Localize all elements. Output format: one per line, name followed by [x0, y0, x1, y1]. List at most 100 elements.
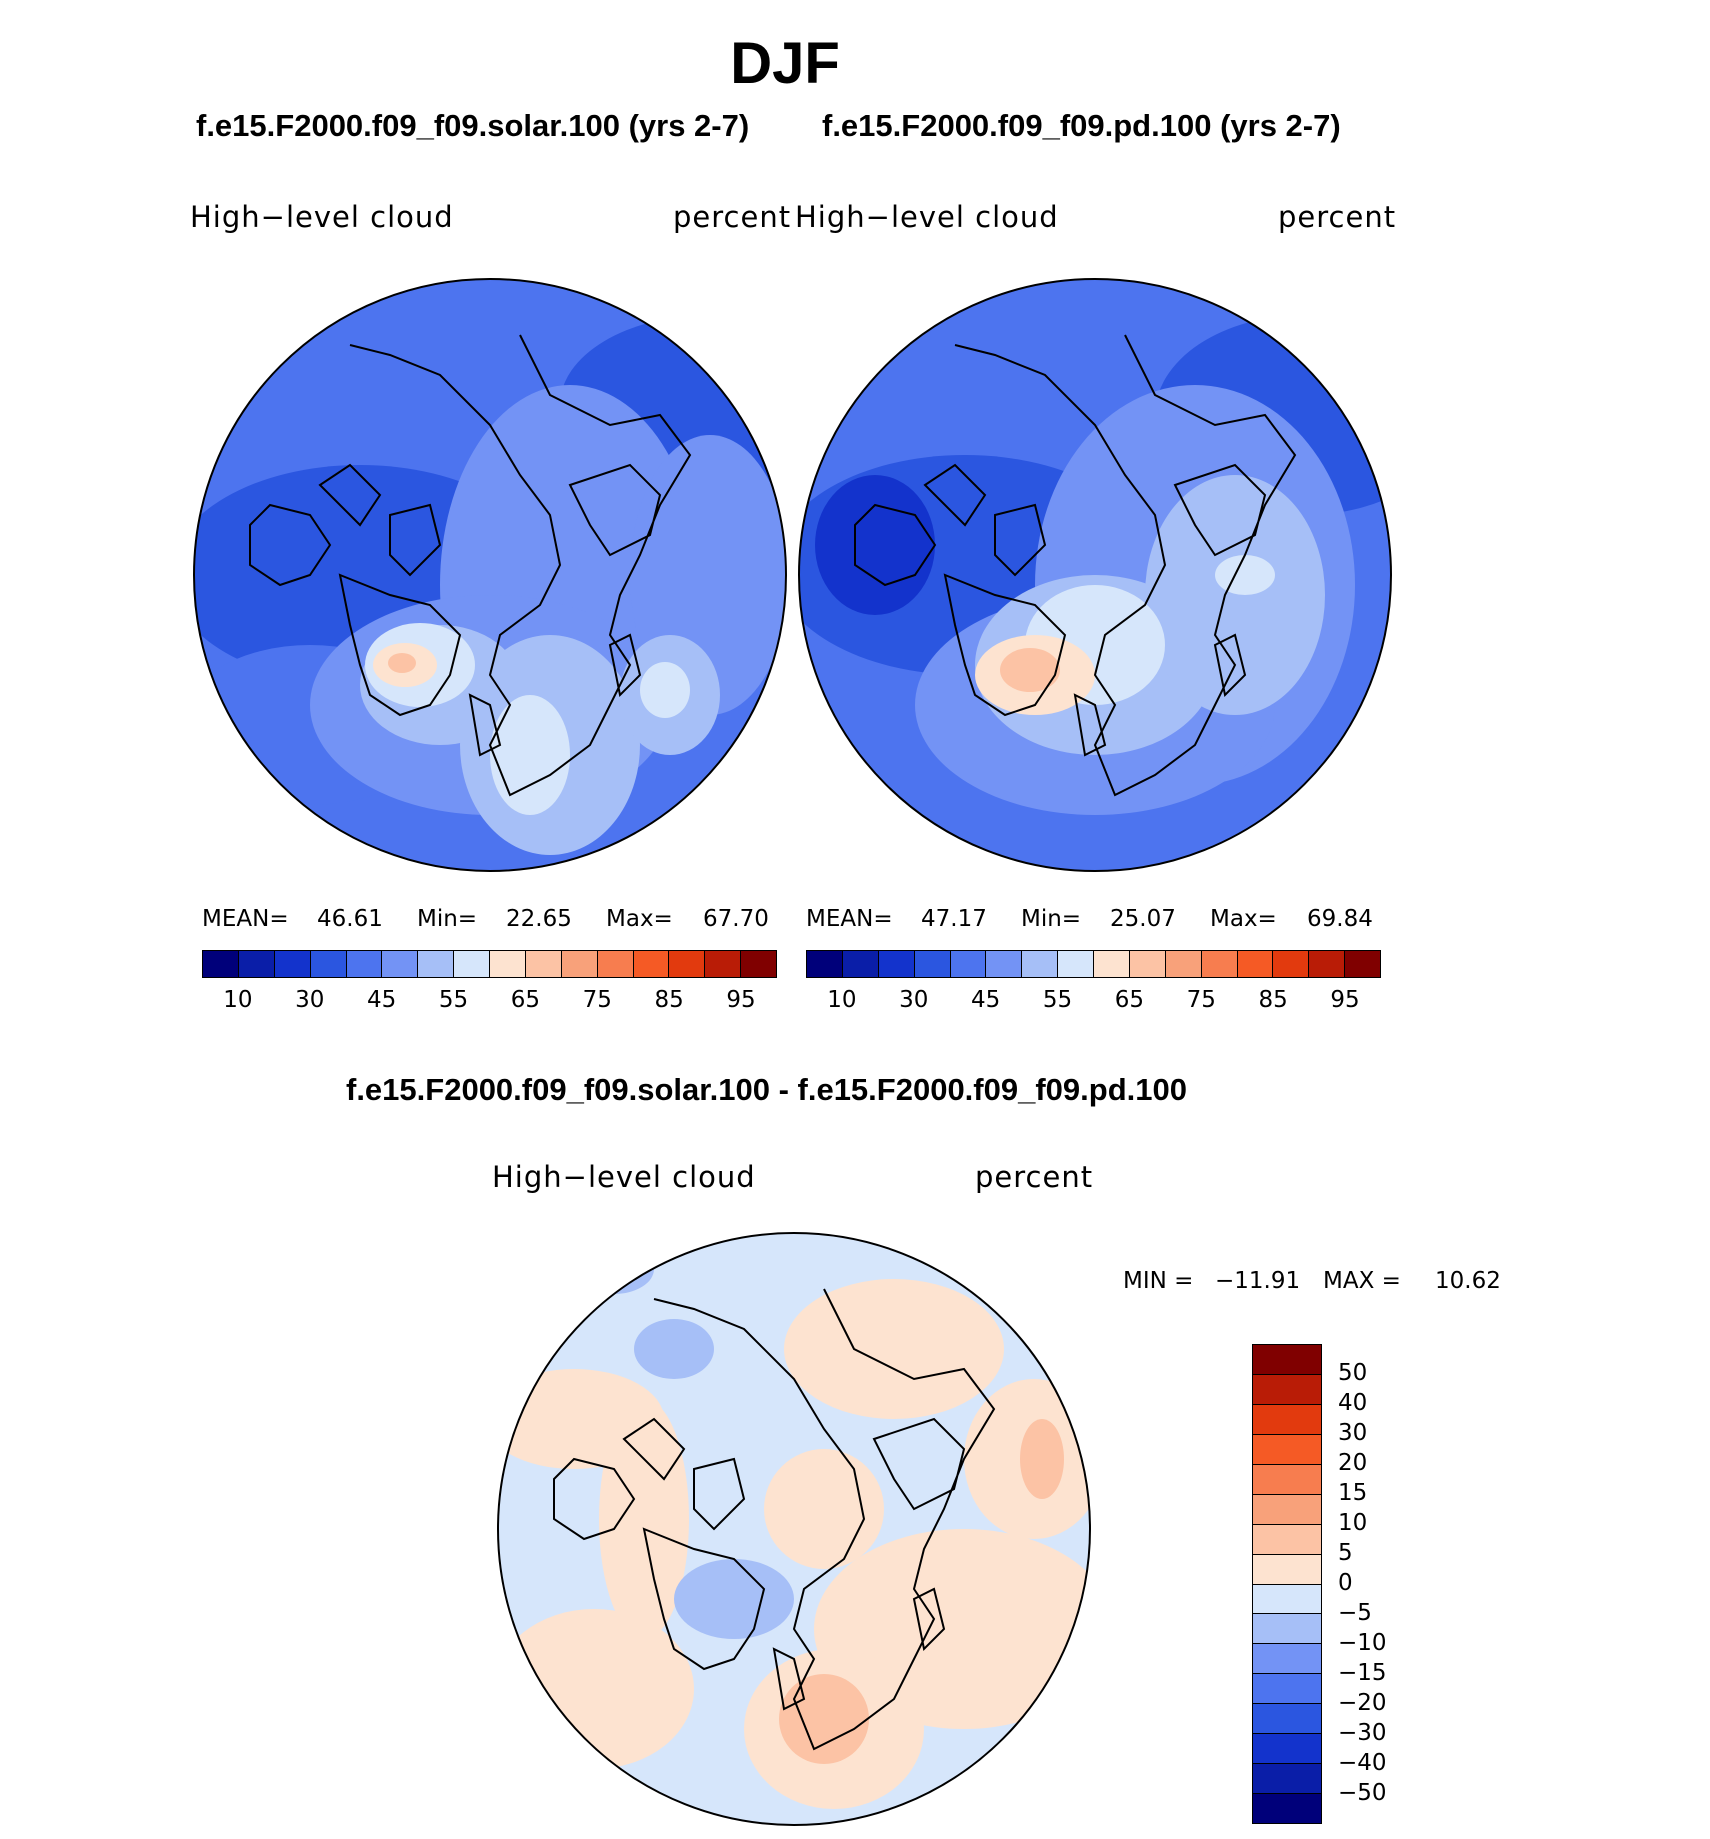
colorbar-tick-label: 75	[1186, 987, 1216, 1013]
colorbar-swatch	[418, 951, 455, 977]
diff-min-value: −11.91	[1215, 1268, 1301, 1294]
colorbar-tick-label: 85	[1258, 987, 1288, 1013]
panel-2-max-label: Max=	[1210, 906, 1277, 932]
colorbar-swatch	[1253, 1404, 1321, 1435]
colorbar-swatch	[1273, 951, 1310, 977]
colorbar-tick-label: 45	[971, 987, 1001, 1013]
colorbar-swatch	[1201, 951, 1238, 977]
colorbar-tick-label: 55	[1042, 987, 1073, 1013]
diff-min-label: MIN =	[1123, 1268, 1194, 1294]
colorbar-swatch	[346, 951, 383, 977]
colorbar-swatch	[238, 951, 275, 977]
colorbar-swatch	[1253, 1704, 1321, 1735]
colorbar-swatch	[950, 951, 987, 977]
diff-max-value: 10.62	[1435, 1268, 1501, 1294]
colorbar-tick-label: −40	[1338, 1750, 1387, 1776]
colorbar-tick-label: 30	[295, 987, 325, 1013]
colorbar-tick-label: 65	[1114, 987, 1145, 1013]
colorbar-tick-label: −30	[1338, 1720, 1387, 1746]
colorbar-tick-label: −20	[1338, 1690, 1387, 1716]
panel-1-mean-value: 46.61	[317, 906, 383, 932]
colorbar-tick-label: 30	[1338, 1420, 1368, 1446]
colorbar-swatch	[203, 951, 239, 977]
colorbar-swatch	[1022, 951, 1059, 977]
colorbar-swatch	[1309, 951, 1346, 977]
colorbar-swatch	[1253, 1554, 1321, 1585]
colorbar-swatch	[1253, 1614, 1321, 1645]
colorbar-swatch	[1253, 1464, 1321, 1495]
colorbar-swatch	[1253, 1644, 1321, 1675]
colorbar-swatch	[1165, 951, 1202, 977]
colorbar-swatch	[1253, 1764, 1321, 1795]
colorbar-tick-label: 45	[367, 987, 397, 1013]
colorbar-swatch	[1253, 1374, 1321, 1405]
colorbar-swatch	[986, 951, 1023, 977]
colorbar-tick-label: 95	[726, 987, 756, 1013]
colorbar-swatch	[525, 951, 562, 977]
colorbar-swatch	[1253, 1584, 1321, 1615]
colorbar-tick-label: 95	[1330, 987, 1360, 1013]
colorbar-swatch	[1129, 951, 1166, 977]
panel-2-min-value: 25.07	[1110, 906, 1176, 932]
panel-2-min-label: Min=	[1021, 906, 1082, 932]
colorbar-swatch	[454, 951, 490, 977]
colorbar-tick-label: 10	[827, 987, 857, 1013]
colorbar-swatch	[1253, 1345, 1321, 1375]
panel-1-case-title: f.e15.F2000.f09_f09.solar.100 (yrs 2-7)	[196, 108, 750, 143]
map-pd	[798, 278, 1392, 872]
diff-variable-label: High−level cloud	[492, 1160, 756, 1194]
colorbar-tick-label: 10	[223, 987, 253, 1013]
colorbar-swatch	[1058, 951, 1094, 977]
colorbar-swatch	[1253, 1794, 1321, 1823]
panel-2-max-value: 69.84	[1307, 906, 1373, 932]
map-solar	[193, 278, 787, 872]
colorbar-tick-label: 30	[899, 987, 929, 1013]
colorbar-swatch	[490, 951, 526, 977]
colorbar-swatch	[561, 951, 598, 977]
colorbar-swatch	[669, 951, 706, 977]
colorbar-tick-label: 5	[1338, 1540, 1353, 1566]
colorbar-tick-label: 65	[510, 987, 541, 1013]
diff-max-label: MAX =	[1323, 1268, 1401, 1294]
colorbar-tick-label: 20	[1338, 1450, 1368, 1476]
colorbar-tick-label: 50	[1338, 1360, 1368, 1386]
colorbar-panel-1	[202, 950, 777, 978]
colorbar-swatch	[842, 951, 879, 977]
panel-1-max-value: 67.70	[703, 906, 769, 932]
colorbar-tick-label: 0	[1338, 1570, 1353, 1596]
panel-1-mean-label: MEAN=	[202, 906, 289, 932]
colorbar-swatch	[1253, 1734, 1321, 1765]
figure-title: DJF	[730, 31, 840, 96]
colorbar-difference	[1252, 1344, 1322, 1824]
colorbar-tick-label: −5	[1338, 1600, 1372, 1626]
panel-1-min-label: Min=	[417, 906, 478, 932]
colorbar-tick-label: 15	[1338, 1480, 1368, 1506]
diff-units-label: percent	[975, 1160, 1094, 1194]
diff-title: f.e15.F2000.f09_f09.solar.100 - f.e15.F2…	[346, 1072, 1187, 1107]
colorbar-tick-label: 40	[1338, 1390, 1368, 1416]
colorbar-swatch	[382, 951, 419, 977]
colorbar-tick-label: 85	[654, 987, 684, 1013]
colorbar-swatch	[1094, 951, 1130, 977]
colorbar-swatch	[633, 951, 670, 977]
colorbar-swatch	[914, 951, 951, 977]
colorbar-swatch	[741, 951, 776, 977]
panel-1-variable-label: High−level cloud	[190, 200, 454, 234]
panel-2-mean-value: 47.17	[921, 906, 987, 932]
panel-2-mean-label: MEAN=	[806, 906, 893, 932]
panel-2-case-title: f.e15.F2000.f09_f09.pd.100 (yrs 2-7)	[822, 108, 1341, 143]
map-difference	[497, 1232, 1091, 1826]
colorbar-swatch	[1345, 951, 1380, 977]
panel-2-variable-label: High−level cloud	[795, 200, 1059, 234]
colorbar-swatch	[597, 951, 634, 977]
panel-1-max-label: Max=	[606, 906, 673, 932]
colorbar-swatch	[807, 951, 843, 977]
colorbar-panel-2	[806, 950, 1381, 978]
colorbar-tick-label: 75	[582, 987, 612, 1013]
panel-2-units-label: percent	[1278, 200, 1397, 234]
colorbar-swatch	[1237, 951, 1274, 977]
colorbar-tick-label: 55	[438, 987, 469, 1013]
colorbar-swatch	[310, 951, 347, 977]
colorbar-swatch	[1253, 1674, 1321, 1705]
colorbar-swatch	[1253, 1524, 1321, 1555]
